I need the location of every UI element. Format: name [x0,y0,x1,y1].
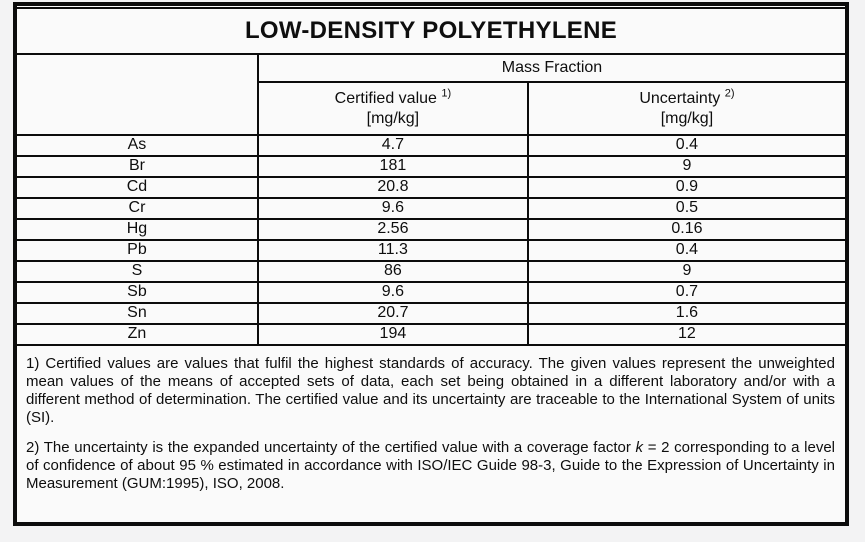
element-symbol: Hg [17,218,259,241]
table-row: Sb 9.6 0.7 [17,281,845,304]
footnote-2: 2) The uncertainty is the expanded uncer… [26,439,835,492]
column-header-uncertainty: Uncertainty 2) [mg/kg] [526,81,845,136]
column-header-unit: [mg/kg] [660,109,714,127]
element-symbol: Cd [17,176,259,199]
group-header-mass-fraction: Mass Fraction [256,55,845,83]
element-symbol: Pb [17,239,259,262]
uncertainty-value: 9 [526,155,845,178]
uncertainty-value: 0.5 [526,197,845,220]
table-row: Zn 194 12 [17,323,845,346]
uncertainty-value: 12 [526,323,845,346]
element-symbol: As [17,134,259,157]
table-row: S 86 9 [17,260,845,283]
uncertainty-value: 0.4 [526,134,845,157]
element-symbol: Br [17,155,259,178]
table-row: Cr 9.6 0.5 [17,197,845,220]
element-symbol: Sn [17,302,259,325]
element-symbol: Sb [17,281,259,304]
footnote-ref-1: 1) [441,87,452,100]
uncertainty-value: 0.9 [526,176,845,199]
uncertainty-value: 0.16 [526,218,845,241]
certified-value: 9.6 [256,197,529,220]
uncertainty-value: 0.4 [526,239,845,262]
certificate-table-inner: LOW-DENSITY POLYETHYLENE Mass Fraction C… [17,7,845,493]
certified-value: 20.8 [256,176,529,199]
table-row: Cd 20.8 0.9 [17,176,845,199]
column-header-certified-value: Certified value 1) [mg/kg] [257,81,529,136]
certified-value: 194 [256,323,529,346]
page-title: LOW-DENSITY POLYETHYLENE [17,9,845,55]
element-symbol: Zn [17,323,259,346]
certified-value: 9.6 [256,281,529,304]
empty-corner-cell [17,55,259,136]
certified-value: 181 [256,155,529,178]
element-symbol: S [17,260,259,283]
uncertainty-value: 1.6 [526,302,845,325]
certificate-table-frame: LOW-DENSITY POLYETHYLENE Mass Fraction C… [13,2,849,526]
element-symbol: Cr [17,197,259,220]
table-row: Br 181 9 [17,155,845,178]
certified-value: 20.7 [256,302,529,325]
table-row: Pb 11.3 0.4 [17,239,845,262]
certified-value: 2.56 [256,218,529,241]
certified-value: 86 [256,260,529,283]
certified-value: 11.3 [256,239,529,262]
group-header-row: Mass Fraction [17,55,845,136]
coverage-factor-k: k [635,439,644,456]
mass-fraction-table: Mass Fraction Certified value 1) [mg/kg]… [17,55,845,346]
table-row: Sn 20.7 1.6 [17,302,845,325]
table-row: Hg 2.56 0.16 [17,218,845,241]
footnote-ref-2: 2) [724,87,735,100]
footnote-1: 1) Certified values are values that fulf… [26,355,835,426]
footnotes-section: 1) Certified values are values that fulf… [17,346,845,493]
uncertainty-value: 9 [526,260,845,283]
column-header-row: Certified value 1) [mg/kg] Uncertainty 2… [17,81,845,136]
table-row: As 4.7 0.4 [17,134,845,157]
certified-value: 4.7 [256,134,529,157]
column-header-label: Certified value 1) [334,87,452,107]
column-header-unit: [mg/kg] [366,109,420,127]
uncertainty-value: 0.7 [526,281,845,304]
column-header-label: Uncertainty 2) [639,87,735,107]
